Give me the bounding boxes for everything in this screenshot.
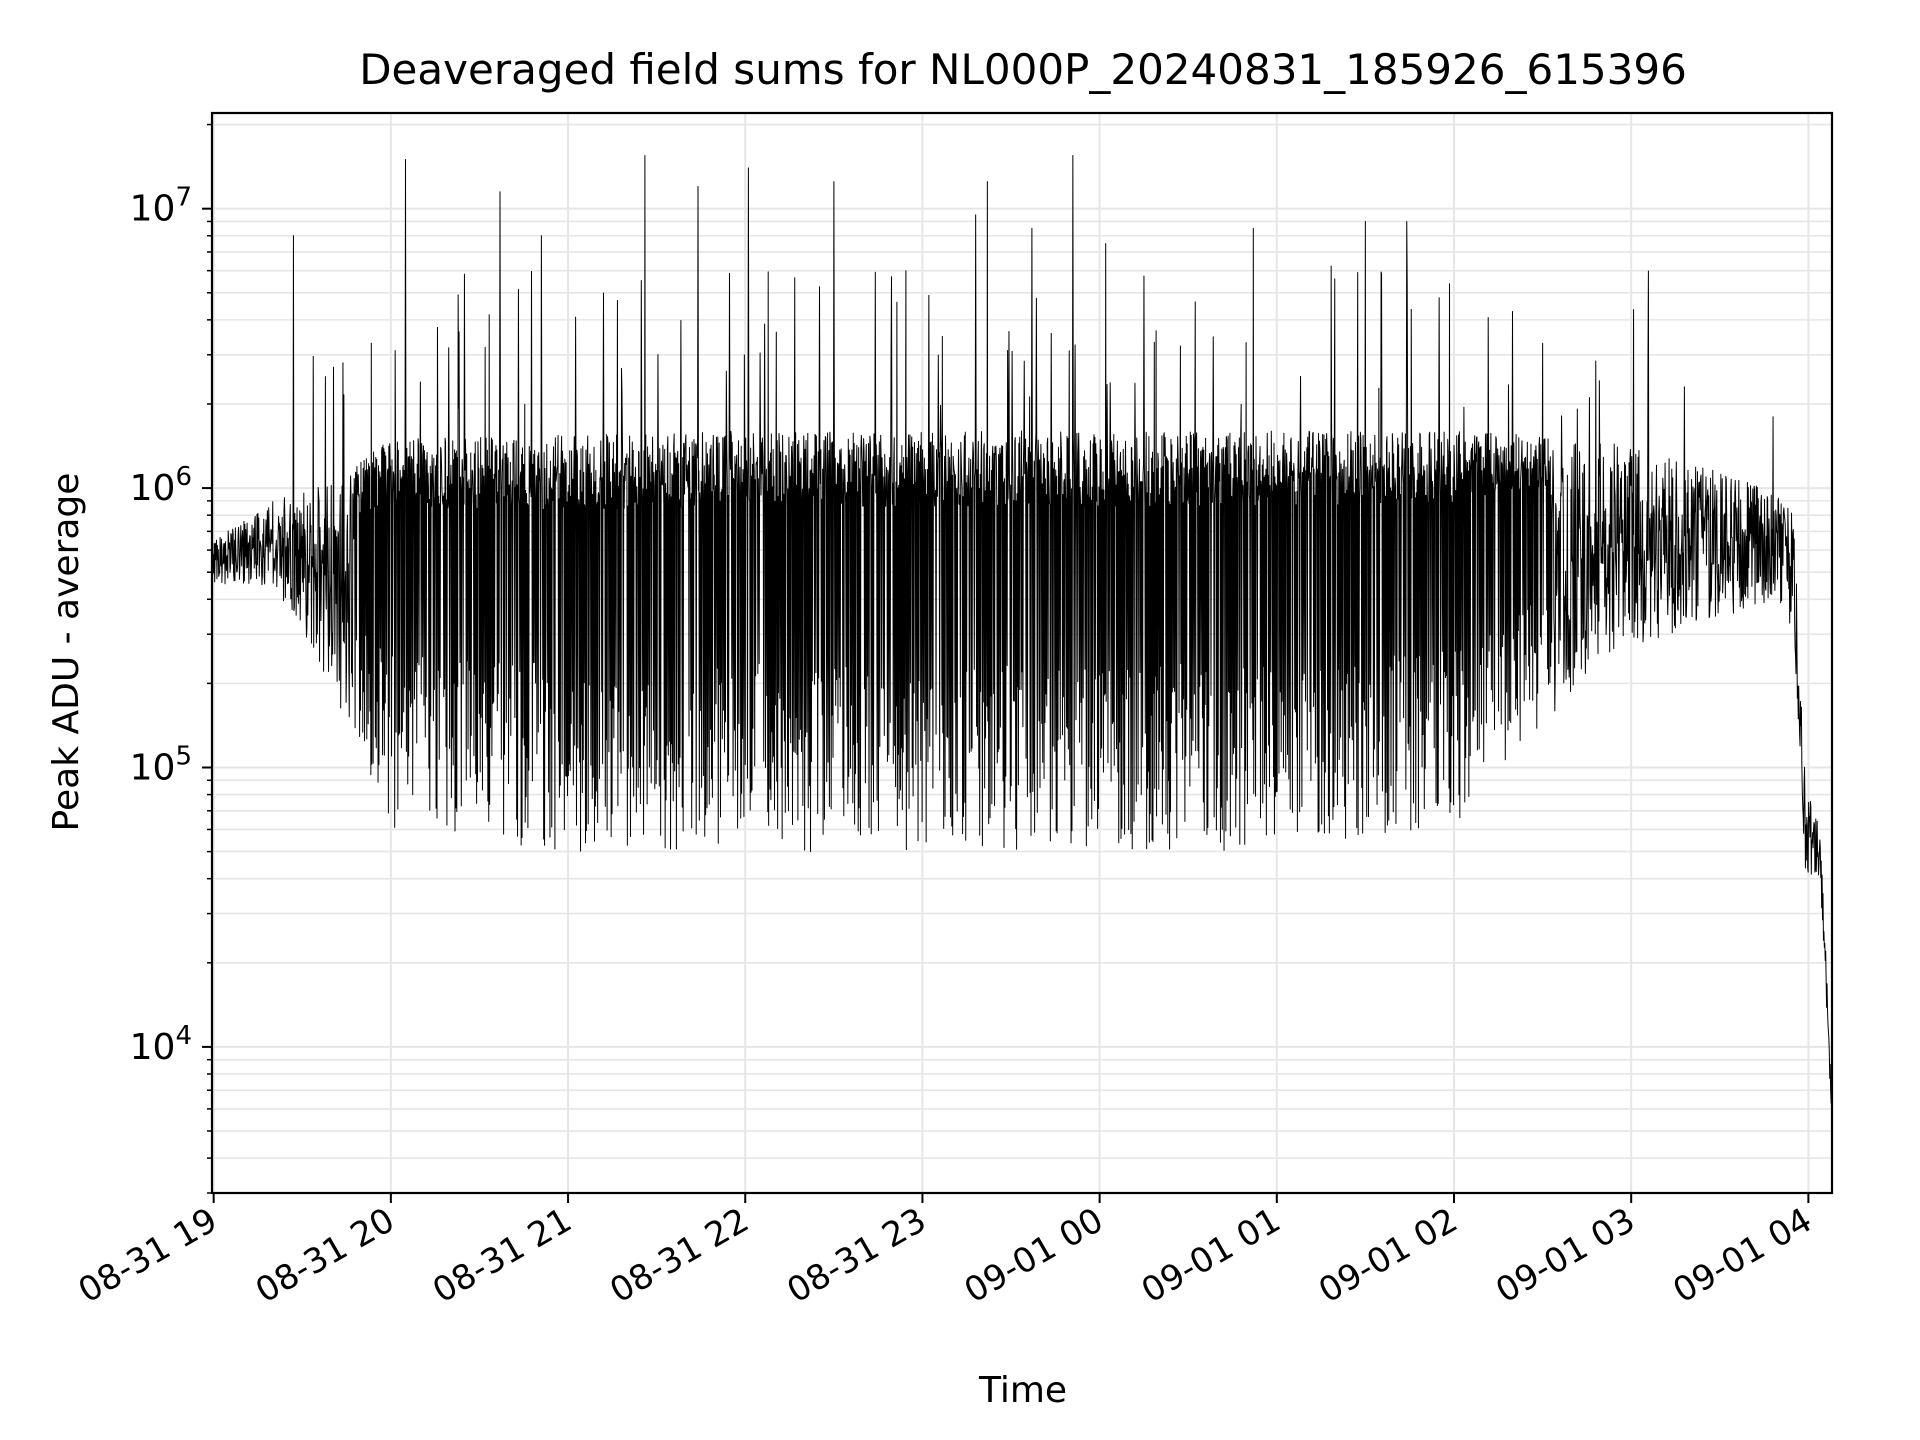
series-line: [211, 155, 1833, 1115]
plot-frame: [210, 111, 1834, 1195]
y-tick-label: 104: [130, 1021, 192, 1068]
x-axis-label: Time: [978, 1370, 1067, 1411]
y-axis: 104 105 106 107: [130, 123, 212, 1194]
y-axis-label: Peak ADU - average: [46, 473, 87, 832]
y-tick-label: 107: [130, 183, 192, 230]
y-tick-label: 105: [130, 741, 192, 788]
chart-title: Deaveraged field sums for NL000P_2024083…: [359, 45, 1687, 94]
y-tick-label: 106: [130, 462, 192, 509]
